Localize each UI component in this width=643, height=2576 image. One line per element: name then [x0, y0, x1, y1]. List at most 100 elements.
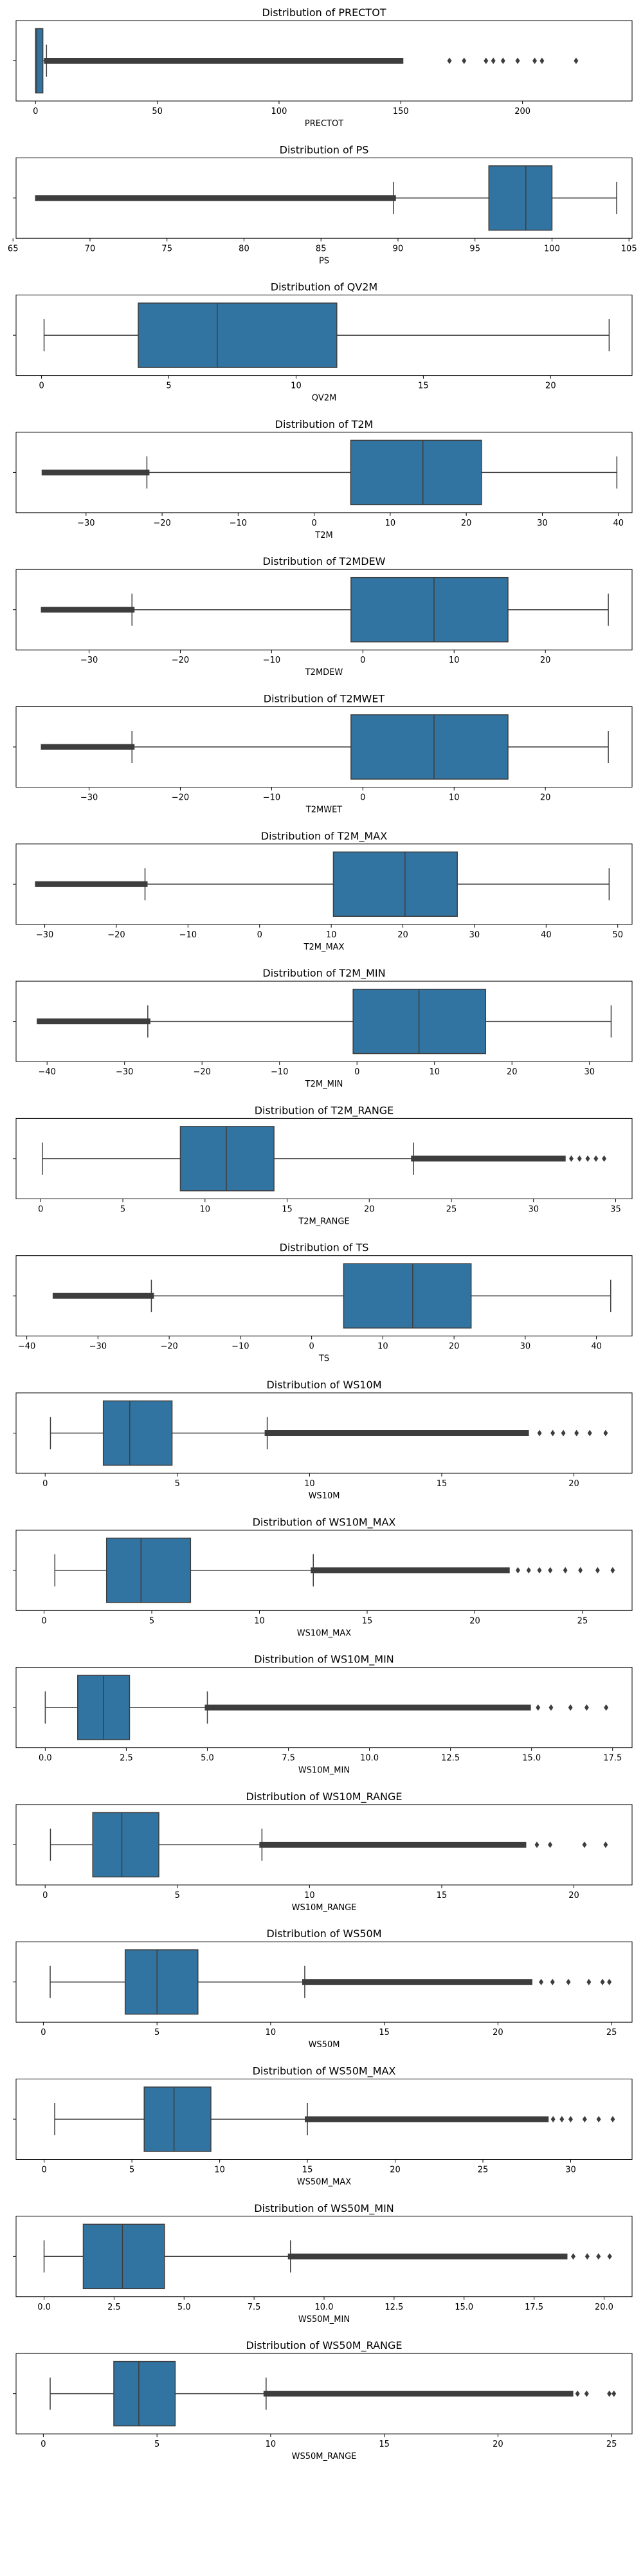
- x-tick-label: 15: [418, 382, 429, 391]
- x-tick-label: 5.0: [177, 2303, 191, 2312]
- outlier-point: [534, 1841, 539, 1848]
- x-tick-label: 0: [41, 2028, 46, 2038]
- x-tick-label: −30: [116, 1067, 133, 1077]
- outlier-band: [44, 58, 404, 64]
- x-axis-label: T2M_MIN: [305, 1080, 343, 1089]
- x-tick-label: −20: [172, 793, 189, 803]
- x-tick-label: 0: [42, 1479, 48, 1489]
- outlier-point: [596, 2253, 601, 2260]
- x-axis-label: WS10M_MIN: [298, 1766, 350, 1776]
- outlier-point: [447, 57, 452, 64]
- iqr-box: [350, 576, 509, 643]
- iqr-box: [488, 165, 553, 231]
- outlier-point: [607, 2390, 612, 2397]
- x-tick-label: 20: [390, 2166, 401, 2175]
- iqr-box: [102, 1400, 173, 1466]
- chart-title: Distribution of WS10M_RANGE: [246, 1790, 403, 1803]
- outlier-point: [575, 2390, 580, 2397]
- outlier-point: [515, 57, 520, 64]
- boxplot-panel: Distribution of T2MWET −30 −20 −10 0 10 20 T2MW…: [13, 693, 633, 815]
- outlier-point: [559, 2116, 565, 2122]
- boxplot-panel: Distribution of PS 65 70 75 80 85 90 95 100 105 PS: [8, 143, 637, 266]
- chart-title: Distribution of T2M_MAX: [261, 830, 387, 843]
- x-tick-label: 2.5: [107, 2303, 121, 2312]
- outlier-point: [537, 1567, 542, 1574]
- x-tick-label: 10: [254, 1616, 265, 1626]
- x-tick-label: −30: [80, 793, 98, 803]
- x-tick-label: 0: [39, 382, 44, 391]
- outlier-band: [264, 1430, 529, 1436]
- x-tick-label: 10.0: [315, 2303, 334, 2312]
- x-tick-label: 0.0: [39, 1754, 52, 1763]
- x-tick-label: 17.5: [525, 2303, 543, 2312]
- outlier-point: [600, 1978, 605, 1985]
- x-tick-label: 0.0: [37, 2303, 51, 2312]
- x-tick-label: 70: [85, 244, 96, 253]
- chart-title: Distribution of T2MWET: [264, 693, 385, 705]
- boxplot-panel: Distribution of WS50M_MIN 0.0 2.5 5.0 7.5 10.…: [13, 2202, 633, 2324]
- outlier-band: [35, 195, 396, 201]
- x-axis-label: WS50M: [309, 2040, 340, 2050]
- outlier-point: [500, 57, 505, 64]
- outlier-band: [259, 1841, 527, 1848]
- x-tick-label: 15: [362, 1616, 373, 1626]
- x-tick-label: 0: [360, 793, 365, 803]
- x-tick-label: 12.5: [385, 2303, 403, 2312]
- x-tick-label: 30: [528, 1204, 539, 1214]
- x-tick-label: 15: [437, 1479, 448, 1489]
- x-tick-label: 25: [478, 2166, 489, 2175]
- outlier-point: [526, 1567, 531, 1574]
- x-axis-label: PRECTOT: [305, 119, 343, 129]
- x-tick-label: 0: [38, 1204, 43, 1214]
- x-tick-label: 15: [379, 2028, 390, 2038]
- outlier-point: [578, 1567, 583, 1574]
- x-tick-label: −30: [77, 519, 95, 528]
- boxplot-panel: Distribution of WS10M_MIN 0.0 2.5 5.0 7.5 10.…: [13, 1653, 633, 1776]
- x-tick-label: −10: [179, 930, 197, 940]
- x-tick-label: 65: [8, 244, 19, 253]
- x-tick-label: 15: [282, 1204, 293, 1214]
- outlier-band: [41, 469, 150, 475]
- outlier-point: [548, 1841, 553, 1848]
- chart-title: Distribution of WS50M_MIN: [254, 2202, 394, 2215]
- x-tick-label: 50: [612, 930, 623, 940]
- outlier-point: [491, 57, 496, 64]
- outlier-point: [571, 2253, 576, 2260]
- outlier-band: [37, 1018, 150, 1025]
- outlier-point: [574, 1430, 579, 1437]
- x-tick-label: 0: [33, 107, 38, 116]
- x-tick-label: 5: [154, 2440, 159, 2449]
- boxplot-panel: Distribution of T2MDEW −30 −20 −10 0 10 20 T2MD…: [13, 555, 633, 677]
- x-tick-label: 5: [166, 382, 171, 391]
- x-tick-label: 10: [214, 2166, 225, 2175]
- x-tick-label: 5.0: [201, 1754, 214, 1763]
- x-tick-label: 0: [42, 1891, 48, 1900]
- iqr-box: [82, 2223, 165, 2290]
- iqr-box: [124, 1949, 199, 2015]
- x-tick-label: 10: [304, 1891, 315, 1900]
- iqr-box: [35, 28, 44, 94]
- outlier-point: [550, 2116, 556, 2122]
- x-tick-label: 20: [397, 930, 408, 940]
- outlier-band: [52, 1293, 154, 1299]
- x-axis-label: T2MWET: [305, 805, 342, 815]
- boxplot-panel: Distribution of WS50M_MAX 0 5 10 15 20 25 30 WS5…: [13, 2065, 633, 2187]
- x-tick-label: 30: [469, 930, 480, 940]
- x-tick-label: 17.5: [603, 1754, 622, 1763]
- outlier-point: [603, 1841, 608, 1848]
- outlier-band: [263, 2391, 574, 2397]
- outlier-point: [584, 2390, 589, 2397]
- boxplot-panel: Distribution of PRECTOT 0 50 100 150 200 PRECT…: [13, 6, 633, 129]
- x-tick-label: 50: [152, 107, 163, 116]
- x-tick-label: 75: [161, 244, 172, 253]
- x-tick-label: 10.0: [360, 1754, 379, 1763]
- outlier-band: [204, 1704, 531, 1711]
- x-axis-label: T2MDEW: [305, 668, 343, 677]
- x-tick-label: 20: [568, 1891, 579, 1900]
- chart-title: Distribution of WS10M_MAX: [253, 1516, 396, 1529]
- x-tick-label: 15: [437, 1891, 448, 1900]
- iqr-box: [113, 2360, 176, 2427]
- x-tick-label: 25: [446, 1204, 457, 1214]
- outlier-point: [515, 1567, 520, 1574]
- iqr-box: [105, 1538, 192, 1603]
